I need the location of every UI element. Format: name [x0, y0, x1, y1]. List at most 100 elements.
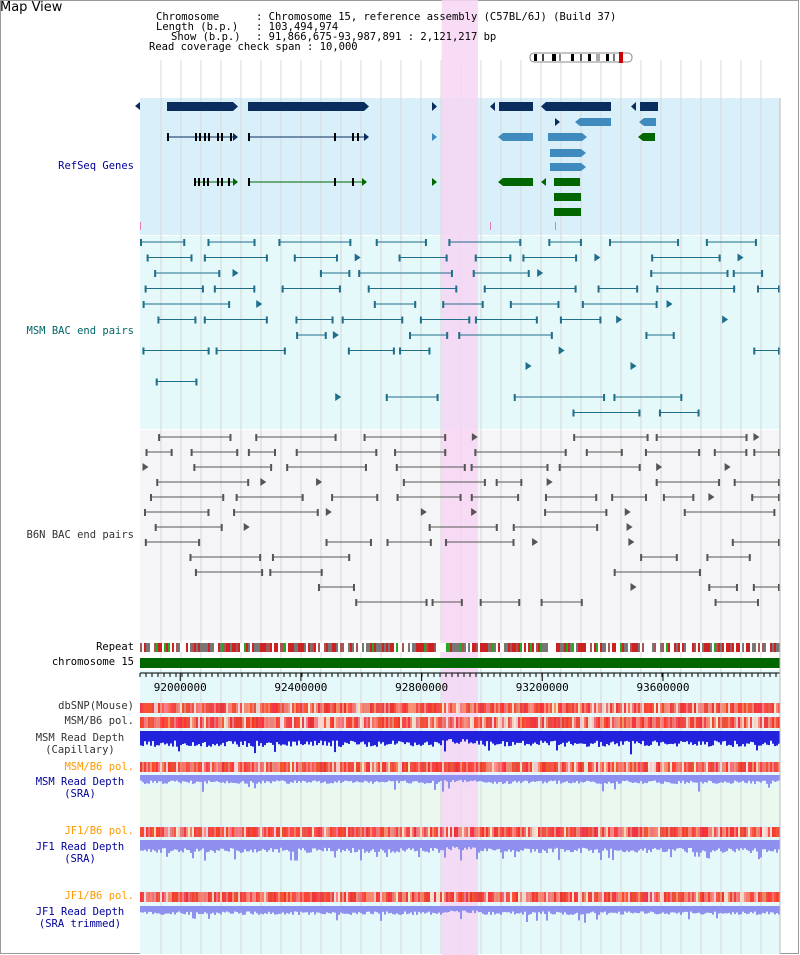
- gene-feature[interactable]: [248, 102, 364, 111]
- heat-cell: [294, 717, 296, 728]
- strand-arrow: [582, 133, 587, 141]
- track-label-chromosome[interactable]: chromosome 15: [51, 656, 134, 668]
- depth-bar: [314, 840, 316, 849]
- jf1-depth-trimmed-track[interactable]: [140, 906, 780, 923]
- depth-bar: [206, 731, 208, 747]
- gene-feature[interactable]: [554, 178, 580, 186]
- depth-bar: [228, 840, 230, 852]
- b6n-bac-end-pairs[interactable]: [142, 433, 780, 606]
- track-label-msm-depth-sra[interactable]: MSM Read Depth (SRA): [20, 776, 140, 800]
- depth-bar: [552, 775, 554, 782]
- track-label-refseq-genes[interactable]: RefSeq Genes: [58, 160, 134, 172]
- gene-feature[interactable]: [554, 193, 581, 201]
- bac-single-end: [753, 433, 760, 441]
- gene-feature[interactable]: [550, 163, 581, 171]
- gene-feature[interactable]: [546, 102, 611, 111]
- track-label-jf1-depth-trimmed[interactable]: JF1 Read Depth (SRA trimmed): [20, 906, 140, 930]
- depth-bar: [300, 906, 302, 912]
- bac-end: [636, 285, 639, 293]
- heat-cell: [436, 892, 438, 902]
- track-label-jf1-pol-2[interactable]: JF1/B6 pol.: [64, 890, 134, 902]
- depth-bar: [626, 731, 628, 741]
- track-label-dbsnp[interactable]: dbSNP(Mouse): [58, 700, 134, 712]
- msm-b6-pol-2-track[interactable]: [140, 762, 780, 772]
- heat-cell: [432, 892, 434, 902]
- bac-end: [458, 332, 461, 339]
- heat-cell: [230, 892, 232, 902]
- depth-bar: [520, 906, 522, 913]
- track-label-jf1-pol[interactable]: JF1/B6 pol.: [64, 825, 134, 837]
- heat-cell: [260, 762, 262, 772]
- repeat-track[interactable]: [140, 643, 780, 652]
- bac-end: [655, 301, 658, 308]
- chromosome-bar[interactable]: [140, 658, 780, 668]
- track-label-msm-bac[interactable]: MSM BAC end pairs: [26, 325, 134, 337]
- refseq-genes[interactable]: [135, 102, 658, 230]
- depth-bar: [732, 731, 734, 747]
- highlight-region[interactable]: [441, 0, 478, 955]
- chromosome-ideogram[interactable]: [529, 52, 633, 63]
- track-label-msm-b6-pol-2[interactable]: MSM/B6 pol.: [64, 761, 134, 773]
- depth-bar: [372, 731, 374, 746]
- repeat-element: [714, 643, 716, 652]
- repeat-element: [248, 643, 250, 652]
- gene-feature[interactable]: [548, 133, 582, 141]
- heat-cell: [632, 703, 634, 713]
- gene-feature[interactable]: [503, 133, 533, 141]
- bac-end: [597, 285, 600, 293]
- depth-bar: [146, 840, 148, 852]
- jf1-depth-sra-track[interactable]: [140, 840, 780, 861]
- heat-cell: [670, 717, 672, 728]
- gene-feature[interactable]: [503, 178, 533, 186]
- heat-cell: [470, 827, 472, 837]
- heat-cell: [246, 892, 248, 902]
- track-label-msm-depth-capillary[interactable]: MSM Read Depth (Capillary): [20, 732, 140, 756]
- depth-bar: [356, 906, 358, 915]
- depth-bar: [530, 840, 532, 853]
- heat-cell: [596, 703, 598, 713]
- depth-bar: [578, 775, 580, 784]
- track-label-msm-b6-pol[interactable]: MSM/B6 pol.: [64, 715, 134, 727]
- msm-b6-pol-track[interactable]: [140, 717, 780, 728]
- heat-cell: [664, 717, 666, 728]
- gene-feature[interactable]: [499, 102, 533, 111]
- heat-cell: [216, 703, 218, 713]
- heat-cell: [616, 827, 618, 837]
- msm-depth-sra-track[interactable]: [140, 775, 780, 792]
- heat-cell: [350, 762, 352, 772]
- heat-cell: [676, 892, 678, 902]
- depth-bar: [452, 775, 454, 781]
- track-label-b6n-bac[interactable]: B6N BAC end pairs: [26, 529, 134, 541]
- gene-feature[interactable]: [643, 133, 655, 141]
- gene-feature[interactable]: [644, 118, 656, 126]
- gene-feature[interactable]: [550, 149, 581, 157]
- depth-bar: [380, 775, 382, 782]
- depth-bar: [624, 906, 626, 912]
- heat-cell: [398, 892, 400, 902]
- msm-depth-capillary-track[interactable]: [140, 731, 780, 755]
- track-label-repeat[interactable]: Repeat: [96, 641, 134, 653]
- jf1-b6-pol-2-track[interactable]: [140, 892, 780, 902]
- jf1-b6-pol-track[interactable]: [140, 827, 780, 837]
- depth-bar: [776, 840, 778, 853]
- msm-bac-end-pairs[interactable]: [140, 239, 780, 417]
- heat-cell: [538, 892, 540, 902]
- depth-bar: [456, 906, 458, 911]
- bac-end: [228, 301, 231, 308]
- depth-bar: [612, 775, 614, 784]
- depth-bar: [654, 906, 656, 914]
- gene-feature[interactable]: [554, 208, 581, 216]
- depth-bar: [574, 775, 576, 783]
- track-label-jf1-depth-sra[interactable]: JF1 Read Depth (SRA): [20, 841, 140, 865]
- gene-feature[interactable]: [167, 102, 233, 111]
- heat-cell: [642, 703, 644, 713]
- dbsnp-track[interactable]: [140, 703, 780, 713]
- heat-cell: [178, 717, 180, 728]
- repeat-element: [624, 643, 626, 652]
- gene-feature[interactable]: [580, 118, 611, 126]
- gene-feature[interactable]: [640, 102, 658, 111]
- depth-bar: [486, 775, 488, 783]
- heat-cell: [262, 762, 264, 772]
- depth-bar: [556, 906, 558, 912]
